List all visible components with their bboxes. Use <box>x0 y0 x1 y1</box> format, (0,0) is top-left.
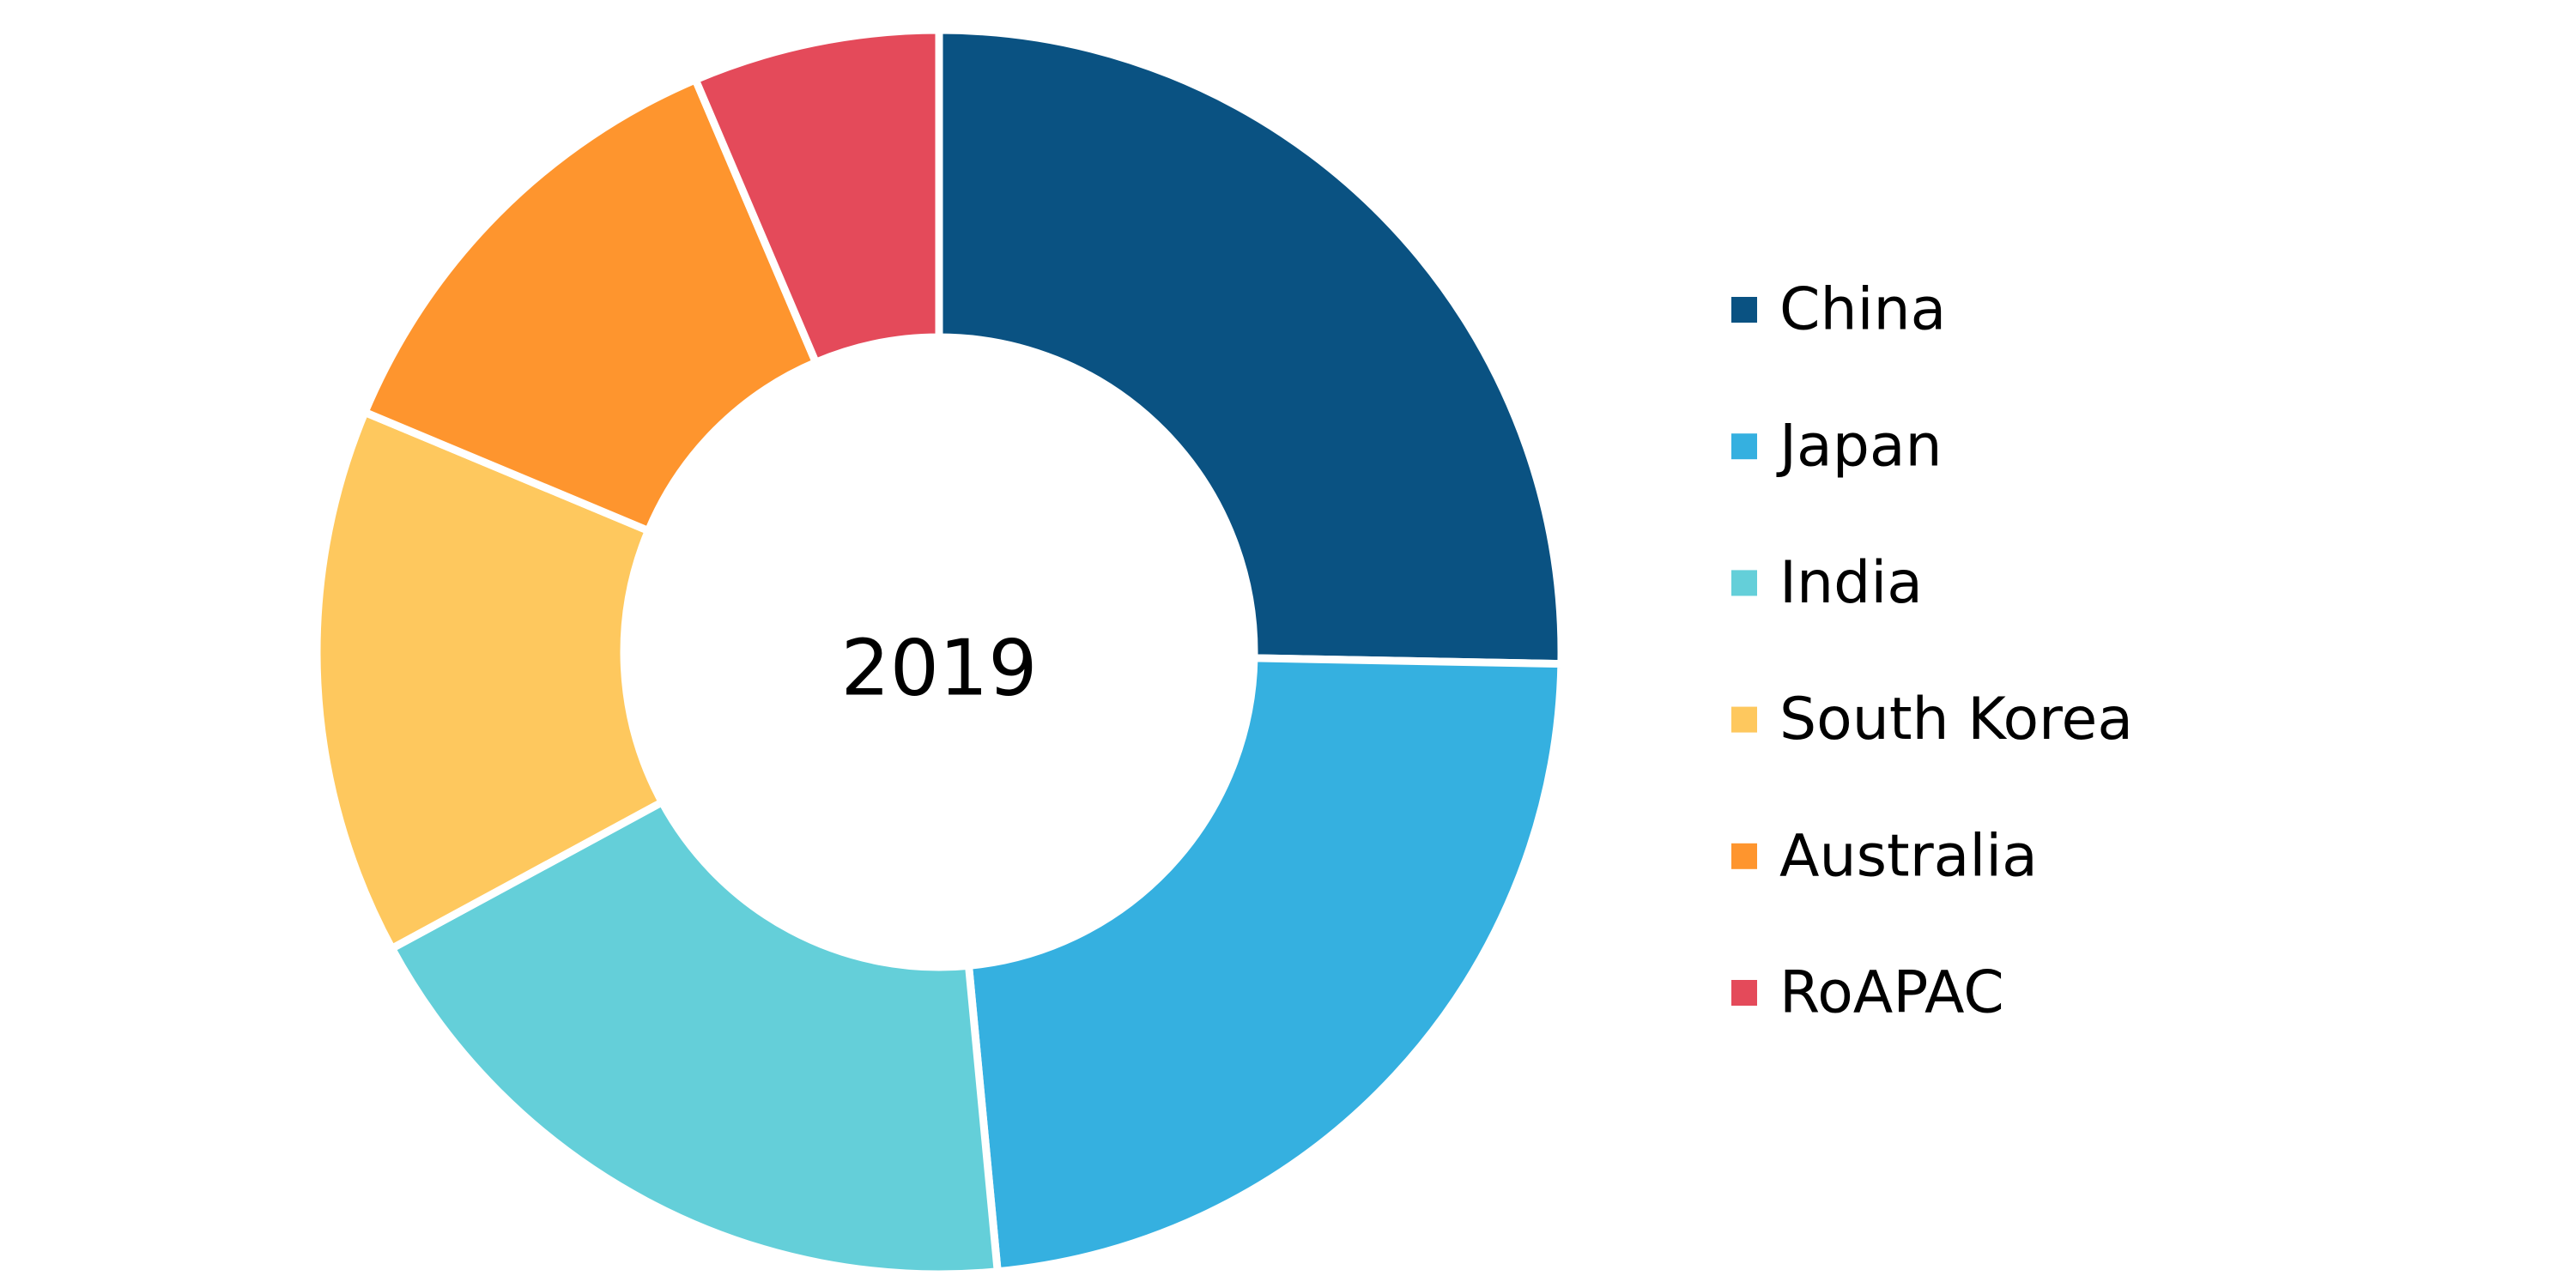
donut-slice <box>964 654 1566 1276</box>
legend-swatch <box>1731 843 1757 869</box>
legend-label: RoAPAC <box>1779 959 2004 1027</box>
donut-slice <box>360 74 821 536</box>
legend-swatch <box>1731 980 1757 1006</box>
donut-slice <box>690 26 943 368</box>
donut-slice <box>935 26 1566 668</box>
center-label: 2019 <box>840 624 1037 714</box>
legend-label: China <box>1779 276 1946 344</box>
legend-label: Japan <box>1776 413 1943 481</box>
legend-label: India <box>1779 549 1923 617</box>
legend-swatch <box>1731 433 1757 460</box>
donut-slice <box>312 407 668 954</box>
legend-label: South Korea <box>1779 686 2133 753</box>
legend-swatch <box>1731 570 1757 596</box>
donut-slice <box>386 796 1003 1279</box>
legend-swatch <box>1731 706 1757 733</box>
legend-label: Australia <box>1779 822 2038 890</box>
legend-swatch <box>1731 297 1757 323</box>
